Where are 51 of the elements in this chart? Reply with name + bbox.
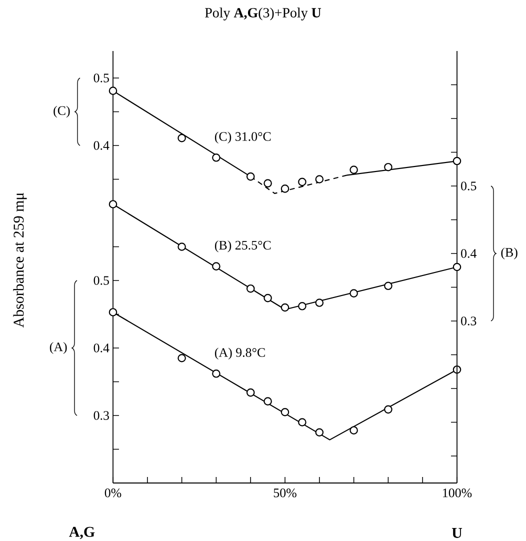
point <box>212 154 220 162</box>
point <box>178 242 186 251</box>
y-axis-title: Absorbance at 259 mμ <box>13 192 27 328</box>
point <box>315 428 324 437</box>
point <box>452 156 462 166</box>
point <box>178 354 186 362</box>
point <box>246 284 255 293</box>
point <box>212 262 220 270</box>
point <box>108 86 118 95</box>
point <box>108 308 118 316</box>
point <box>246 388 255 397</box>
point <box>384 405 392 414</box>
x-tick-label: 100% <box>443 488 472 498</box>
y2-tick-label: 0.3 <box>461 316 476 326</box>
series-label: (B) 25.5°C <box>214 240 271 252</box>
point <box>452 262 462 272</box>
point <box>280 184 290 193</box>
point <box>298 178 306 186</box>
point <box>264 294 272 302</box>
x-tick-label: 0% <box>104 488 122 498</box>
chart-title: Poly A,G(3)+Poly U <box>205 8 322 20</box>
text: (B) <box>501 248 518 260</box>
point <box>350 166 358 174</box>
point <box>315 175 324 184</box>
text: (C) <box>54 106 70 118</box>
y-tick-label: 0.5 <box>94 276 109 285</box>
point <box>350 289 358 298</box>
series-label: (A) 9.8°C <box>214 348 265 360</box>
point <box>298 418 306 426</box>
x-tick-label: 50% <box>274 488 296 498</box>
point <box>280 303 290 312</box>
y2-tick-label: 0.4 <box>461 249 477 258</box>
point <box>264 179 272 188</box>
point <box>280 408 290 416</box>
point <box>178 134 186 142</box>
y-tick-label: 0.4 <box>94 344 110 352</box>
point <box>264 397 272 406</box>
point <box>350 426 358 434</box>
point <box>212 370 220 378</box>
point <box>298 302 306 310</box>
text: (A) <box>50 342 67 354</box>
y2-tick-label: 0.5 <box>461 182 476 190</box>
point <box>246 172 255 181</box>
point <box>384 282 392 290</box>
point <box>108 200 118 208</box>
point <box>315 298 324 307</box>
series-label: (C) 31.0°C <box>214 132 271 144</box>
text: U <box>452 528 462 538</box>
text: A,G <box>69 526 95 540</box>
point <box>384 162 392 172</box>
y-tick-label: 0.3 <box>94 411 109 420</box>
